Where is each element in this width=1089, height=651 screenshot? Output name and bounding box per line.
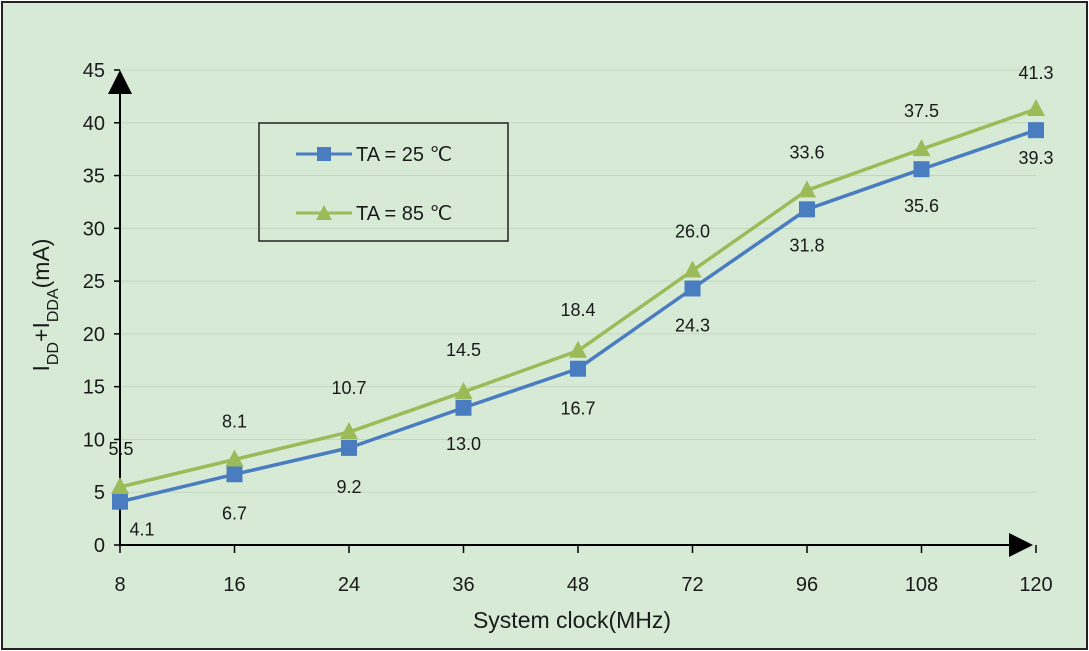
- marker-s0-8: [1028, 122, 1044, 139]
- marker-s1-3: [454, 381, 473, 399]
- marker-s0-7: [913, 161, 930, 178]
- data-label-s1-1: 8.1: [222, 412, 247, 432]
- data-label-s0-1: 6.7: [222, 503, 247, 523]
- series-group: 4.1 6.7 9.2 13.0 16.7 24.3 31.8 35.6 39.3 5.5 8.1 1…: [108, 63, 1053, 540]
- data-label-s1-5: 26.0: [675, 222, 710, 242]
- y-tick-label-5: 5: [94, 482, 105, 504]
- data-label-s1-0: 5.5: [108, 439, 133, 459]
- legend: TA = 25 ℃ TA = 85 ℃: [258, 122, 509, 242]
- x-tick-label-96: 96: [796, 574, 818, 596]
- y-tick-label-10: 10: [83, 429, 105, 451]
- y-tick-label-25: 25: [83, 271, 105, 293]
- x-tick-label-16: 16: [223, 574, 245, 596]
- y-tick-label-30: 30: [83, 218, 105, 240]
- legend-marker-25c: [317, 147, 331, 161]
- y-tick-labels: 0 5 10 15 20 25 30 35 40 45: [83, 60, 105, 557]
- x-axis-arrow-icon: [1009, 533, 1033, 557]
- data-label-s0-4: 16.7: [560, 399, 595, 419]
- marker-s1-2: [340, 422, 358, 440]
- data-label-s0-7: 35.6: [904, 196, 939, 216]
- x-tick-label-48: 48: [567, 574, 589, 596]
- legend-box: [258, 122, 509, 242]
- marker-s1-4: [569, 340, 587, 358]
- marker-s0-1: [226, 466, 243, 483]
- data-label-s1-7: 37.5: [904, 101, 939, 121]
- data-label-s1-8: 41.3: [1018, 63, 1053, 83]
- legend-label-85c: TA = 85 ℃: [356, 203, 452, 225]
- y-tick-label-40: 40: [83, 113, 105, 135]
- y-tick-label-20: 20: [83, 324, 105, 346]
- data-label-s0-0: 4.1: [129, 520, 154, 540]
- marker-s0-5: [684, 280, 701, 297]
- x-tick-label-24: 24: [338, 574, 360, 596]
- data-label-s0-2: 9.2: [336, 477, 361, 497]
- data-label-s0-8: 39.3: [1018, 148, 1053, 168]
- marker-s1-0: [111, 476, 129, 494]
- data-label-s1-4: 18.4: [560, 300, 595, 320]
- gridlines: [120, 69, 1036, 493]
- marker-s1-7: [912, 139, 931, 157]
- data-label-s1-3: 14.5: [446, 340, 481, 360]
- legend-label-25c: TA = 25 ℃: [356, 144, 452, 166]
- data-label-s0-5: 24.3: [675, 316, 710, 336]
- axes: [108, 69, 1037, 557]
- marker-s0-6: [799, 201, 815, 218]
- x-tick-label-72: 72: [681, 574, 703, 596]
- y-tick-label-35: 35: [83, 166, 105, 188]
- legend-marker-85c: [316, 205, 332, 220]
- marker-s1-5: [683, 260, 702, 278]
- marker-s0-0: [112, 493, 128, 510]
- y-axis-arrow-icon: [108, 70, 132, 94]
- data-label-s1-6: 33.6: [789, 142, 824, 162]
- x-tick-label-36: 36: [452, 574, 474, 596]
- data-label-s0-6: 31.8: [789, 235, 824, 255]
- marker-s1-6: [798, 180, 816, 198]
- x-tick-label-108: 108: [905, 574, 938, 596]
- y-axis-title: IDD+IDDA(mA): [28, 239, 62, 372]
- data-label-s1-2: 10.7: [331, 378, 366, 398]
- x-tick-label-120: 120: [1019, 574, 1052, 596]
- marker-s0-4: [570, 360, 586, 377]
- marker-s1-1: [225, 449, 244, 467]
- x-axis-title: System clock(MHz): [473, 607, 671, 633]
- y-tick-label-15: 15: [83, 377, 105, 399]
- x-tick-labels: 8 16 24 36 48 72 96 108 120: [114, 574, 1052, 596]
- data-label-s0-3: 13.0: [446, 434, 481, 454]
- x-tick-label-8: 8: [114, 574, 125, 596]
- marker-s0-2: [341, 439, 357, 456]
- marker-s0-3: [455, 399, 472, 416]
- y-tick-label-0: 0: [94, 535, 105, 557]
- marker-s1-8: [1027, 99, 1045, 117]
- y-tick-label-45: 45: [83, 60, 105, 82]
